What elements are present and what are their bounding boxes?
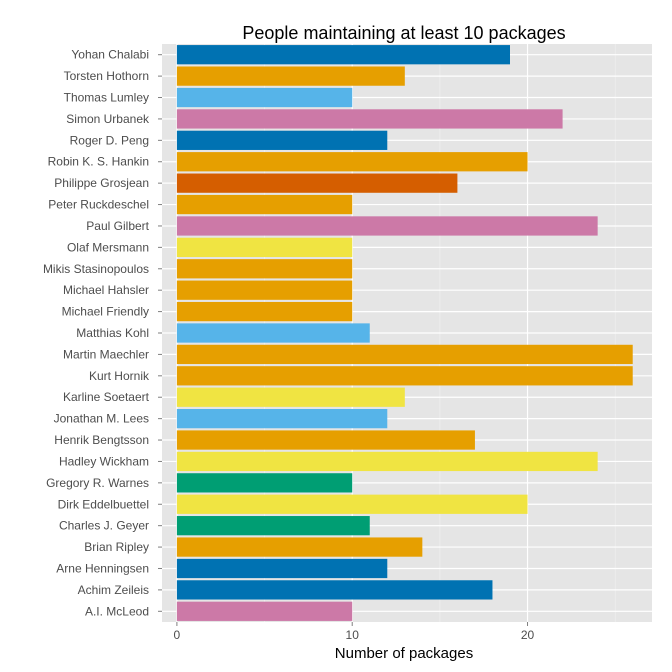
- x-axis-title: Number of packages: [335, 645, 473, 662]
- category-label: Henrik Bengtsson: [54, 433, 149, 447]
- bar: [176, 430, 475, 450]
- bar: [176, 537, 423, 557]
- category-label: Kurt Hornik: [89, 369, 150, 383]
- category-label: Roger D. Peng: [70, 133, 149, 147]
- category-label: Mikis Stasinopoulos: [43, 262, 149, 276]
- bar: [176, 194, 353, 215]
- bar: [176, 130, 388, 150]
- category-label: Thomas Lumley: [64, 91, 149, 105]
- bar: [176, 344, 633, 365]
- category-label: Michael Hahsler: [63, 283, 149, 297]
- bar: [176, 66, 405, 86]
- category-label: Robin K. S. Hankin: [48, 155, 149, 169]
- bar: [176, 366, 633, 386]
- bar: [176, 451, 598, 472]
- x-tick-labels: 0 10 20: [174, 622, 535, 642]
- bar: [176, 558, 388, 579]
- category-label: Matthias Kohl: [76, 326, 149, 340]
- category-label: Martin Maechler: [63, 347, 149, 361]
- x-tick-label: 0: [174, 628, 181, 642]
- bar: [176, 301, 353, 322]
- category-label: Brian Ripley: [84, 540, 149, 554]
- bar: [176, 473, 353, 493]
- bar: [176, 87, 353, 108]
- category-label: Hadley Wickham: [59, 454, 149, 468]
- bar: [176, 494, 528, 514]
- bar: [176, 152, 528, 172]
- category-label: Charles J. Geyer: [59, 519, 149, 533]
- category-label: Paul Gilbert: [86, 219, 149, 233]
- bar: [176, 216, 598, 236]
- bar: [176, 387, 405, 407]
- bar: [176, 109, 563, 129]
- category-label: Arne Henningsen: [56, 561, 149, 575]
- category-label: Yohan Chalabi: [71, 48, 149, 62]
- bar: [176, 323, 370, 343]
- bar: [176, 580, 493, 600]
- category-label: Torsten Hothorn: [64, 69, 149, 83]
- bar: [176, 280, 353, 300]
- category-label: A.I. McLeod: [85, 604, 149, 618]
- bar: [176, 45, 510, 65]
- bar: [176, 408, 388, 429]
- category-label: Gregory R. Warnes: [46, 476, 149, 490]
- category-label: Peter Ruckdeschel: [48, 198, 149, 212]
- bar: [176, 516, 370, 536]
- bar: [176, 259, 353, 279]
- x-tick-label: 10: [346, 628, 360, 642]
- category-label: Achim Zeileis: [78, 583, 149, 597]
- x-tick-label: 20: [521, 628, 535, 642]
- bar: [176, 237, 353, 258]
- chart-title: People maintaining at least 10 packages: [242, 23, 565, 43]
- bar: [176, 601, 353, 621]
- category-label: Michael Friendly: [62, 305, 149, 319]
- category-label: Dirk Eddelbuettel: [58, 497, 149, 511]
- category-label: Karline Soetaert: [63, 390, 150, 404]
- bar: [176, 173, 458, 193]
- bars: [176, 45, 633, 621]
- category-label: Jonathan M. Lees: [54, 412, 149, 426]
- category-labels: Yohan Chalabi Torsten Hothorn Thomas Lumle…: [43, 48, 162, 618]
- category-label: Simon Urbanek: [66, 112, 150, 126]
- category-label: Philippe Grosjean: [54, 176, 149, 190]
- category-label: Olaf Mersmann: [67, 240, 149, 254]
